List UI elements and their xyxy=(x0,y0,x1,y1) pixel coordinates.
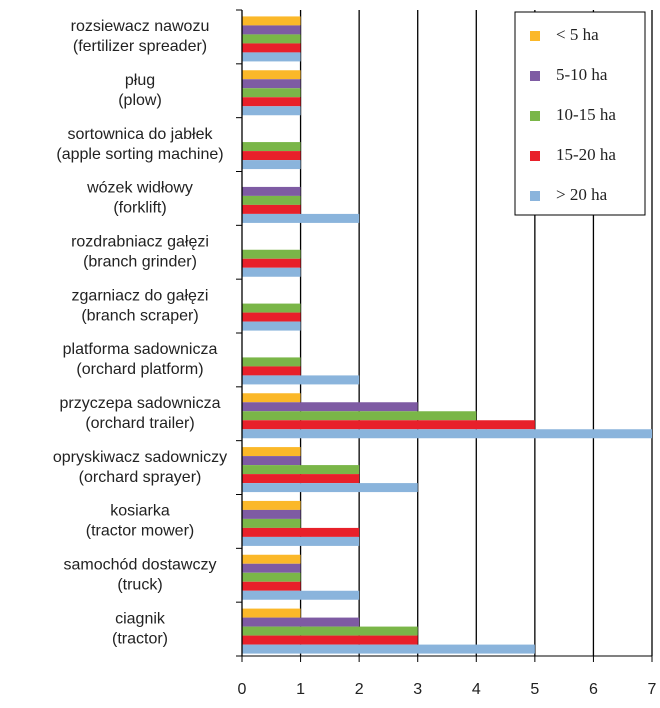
bar xyxy=(242,142,301,152)
category-label: platforma sadownicza xyxy=(63,341,218,358)
category-label: (forklift) xyxy=(113,200,166,217)
bar xyxy=(242,447,301,457)
bar xyxy=(242,411,477,421)
bar xyxy=(242,88,301,98)
bar xyxy=(242,16,301,26)
category-label: wózek widłowy xyxy=(86,180,193,197)
category-label: (plow) xyxy=(118,92,162,109)
category-label: ciagnik xyxy=(115,610,166,627)
bar xyxy=(242,357,301,367)
category-label: przyczepa sadownicza xyxy=(60,395,221,412)
legend-swatch xyxy=(530,151,540,161)
category-label: (branch scraper) xyxy=(81,307,198,324)
bar xyxy=(242,608,301,618)
bar xyxy=(242,70,301,80)
bar xyxy=(242,375,360,385)
bar xyxy=(242,626,418,636)
x-tick-label: 4 xyxy=(472,681,481,698)
bar xyxy=(242,204,301,214)
bar xyxy=(242,581,301,591)
legend-swatch xyxy=(530,31,540,41)
x-tick-label: 7 xyxy=(648,681,657,698)
bar xyxy=(242,79,301,89)
legend-swatch xyxy=(530,71,540,81)
bar xyxy=(242,563,301,573)
x-tick-label: 2 xyxy=(355,681,364,698)
legend-label: 5-10 ha xyxy=(556,65,608,84)
bar xyxy=(242,43,301,53)
bar xyxy=(242,572,301,582)
bar xyxy=(242,258,301,268)
category-label: pług xyxy=(125,72,155,89)
x-tick-label: 1 xyxy=(296,681,305,698)
category-label: samochód dostawczy xyxy=(64,556,217,573)
category-label: rozdrabniacz gałęzi xyxy=(71,233,209,250)
bar xyxy=(242,500,301,510)
category-label: (tractor) xyxy=(112,630,168,647)
bar xyxy=(242,52,301,62)
bar xyxy=(242,393,301,403)
bar xyxy=(242,151,301,161)
category-label: (tractor mower) xyxy=(86,523,194,540)
category-label: (branch grinder) xyxy=(83,253,197,270)
bar xyxy=(242,267,301,277)
bar xyxy=(242,213,360,223)
category-label: (orchard trailer) xyxy=(85,415,194,432)
bar xyxy=(242,644,535,654)
x-tick-label: 3 xyxy=(413,681,422,698)
bar xyxy=(242,509,301,519)
bar xyxy=(242,195,301,205)
bar xyxy=(242,483,418,493)
bar xyxy=(242,617,360,627)
bar xyxy=(242,474,360,484)
bar xyxy=(242,456,301,466)
category-label: zgarniacz do gałęzi xyxy=(72,287,209,304)
legend: < 5 ha 5-10 ha 10-15 ha 15-20 ha > 20 ha xyxy=(514,11,646,216)
legend-swatch xyxy=(530,111,540,121)
legend-label: 15-20 ha xyxy=(556,145,616,164)
bar xyxy=(242,186,301,196)
bar xyxy=(242,34,301,44)
bar xyxy=(242,527,360,537)
bar xyxy=(242,420,535,430)
bar xyxy=(242,536,360,546)
legend-label: 10-15 ha xyxy=(556,105,616,124)
legend-label: > 20 ha xyxy=(556,185,608,204)
bar xyxy=(242,366,301,376)
category-label: (orchard platform) xyxy=(76,361,203,378)
bar xyxy=(242,465,360,475)
bar xyxy=(242,429,652,439)
category-label: (apple sorting machine) xyxy=(56,146,223,163)
x-tick-label: 6 xyxy=(589,681,598,698)
bar xyxy=(242,554,301,564)
bar xyxy=(242,312,301,322)
category-label: (fertilizer spreader) xyxy=(73,38,207,55)
bar xyxy=(242,249,301,259)
bar xyxy=(242,635,418,645)
category-label: opryskiwacz sadowniczy xyxy=(53,449,227,466)
category-label: kosiarka xyxy=(110,503,170,520)
bar xyxy=(242,303,301,313)
category-label: rozsiewacz nawozu xyxy=(71,18,210,35)
bar xyxy=(242,590,360,600)
bar xyxy=(242,160,301,170)
category-label: sortownica do jabłek xyxy=(68,126,214,143)
legend-label: < 5 ha xyxy=(556,25,599,44)
bar xyxy=(242,25,301,35)
category-label: (truck) xyxy=(117,576,162,593)
bar xyxy=(242,402,418,412)
category-label: (orchard sprayer) xyxy=(79,469,202,486)
bar xyxy=(242,97,301,107)
legend-swatch xyxy=(530,191,540,201)
x-tick-label: 0 xyxy=(238,681,247,698)
bar xyxy=(242,321,301,331)
bar xyxy=(242,518,301,528)
bar xyxy=(242,106,301,116)
x-tick-label: 5 xyxy=(530,681,539,698)
